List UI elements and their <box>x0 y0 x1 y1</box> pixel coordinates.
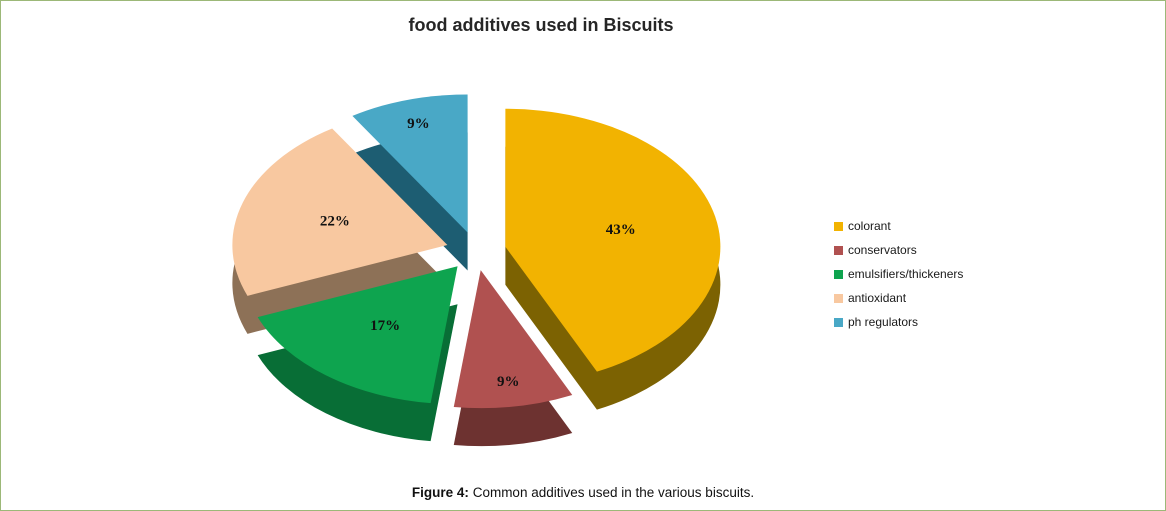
slice-percent-label: 43% <box>606 222 636 238</box>
slice-percent-label: 9% <box>407 116 430 132</box>
caption-label: Figure 4: <box>411 485 469 500</box>
legend-label: antioxidant <box>848 291 907 305</box>
legend-item-ph-regulators: ph regulators <box>834 316 963 328</box>
slice-percent-label: 17% <box>370 318 400 334</box>
pie-slice-colorant <box>505 108 721 372</box>
legend-item-antioxidant: antioxidant <box>834 292 963 304</box>
pie-slice-antioxidant <box>232 128 448 296</box>
pie-slice-emulsifiers-thickeners <box>257 266 458 404</box>
legend-label: ph regulators <box>848 315 919 329</box>
slice-percent-label: 9% <box>497 374 520 390</box>
figure-caption: Figure 4: Common additives used in the v… <box>1 485 1165 500</box>
pie-slice-conservators <box>453 270 573 409</box>
legend-swatch-icon <box>834 293 843 303</box>
legend-swatch-icon <box>834 269 843 279</box>
legend-item-conservators: conservators <box>834 244 963 256</box>
chart-title: food additives used in Biscuits <box>408 15 674 35</box>
slice-percent-label: 22% <box>320 214 350 230</box>
legend-label: colorant <box>848 219 891 233</box>
legend-swatch-icon <box>834 221 843 231</box>
legend: colorant conservators emulsifiers/thickene… <box>834 220 963 340</box>
legend-label: emulsifiers/thickeners <box>848 267 964 281</box>
caption-text: Common additives used in the various bis… <box>468 485 755 500</box>
legend-item-emulsifiers-thickeners: emulsifiers/thickeners <box>834 268 963 280</box>
legend-swatch-icon <box>834 317 843 327</box>
pie-slice-ph-regulators <box>352 94 468 233</box>
legend-item-colorant: colorant <box>834 220 963 232</box>
legend-swatch-icon <box>834 245 843 255</box>
legend-label: conservators <box>848 243 917 257</box>
